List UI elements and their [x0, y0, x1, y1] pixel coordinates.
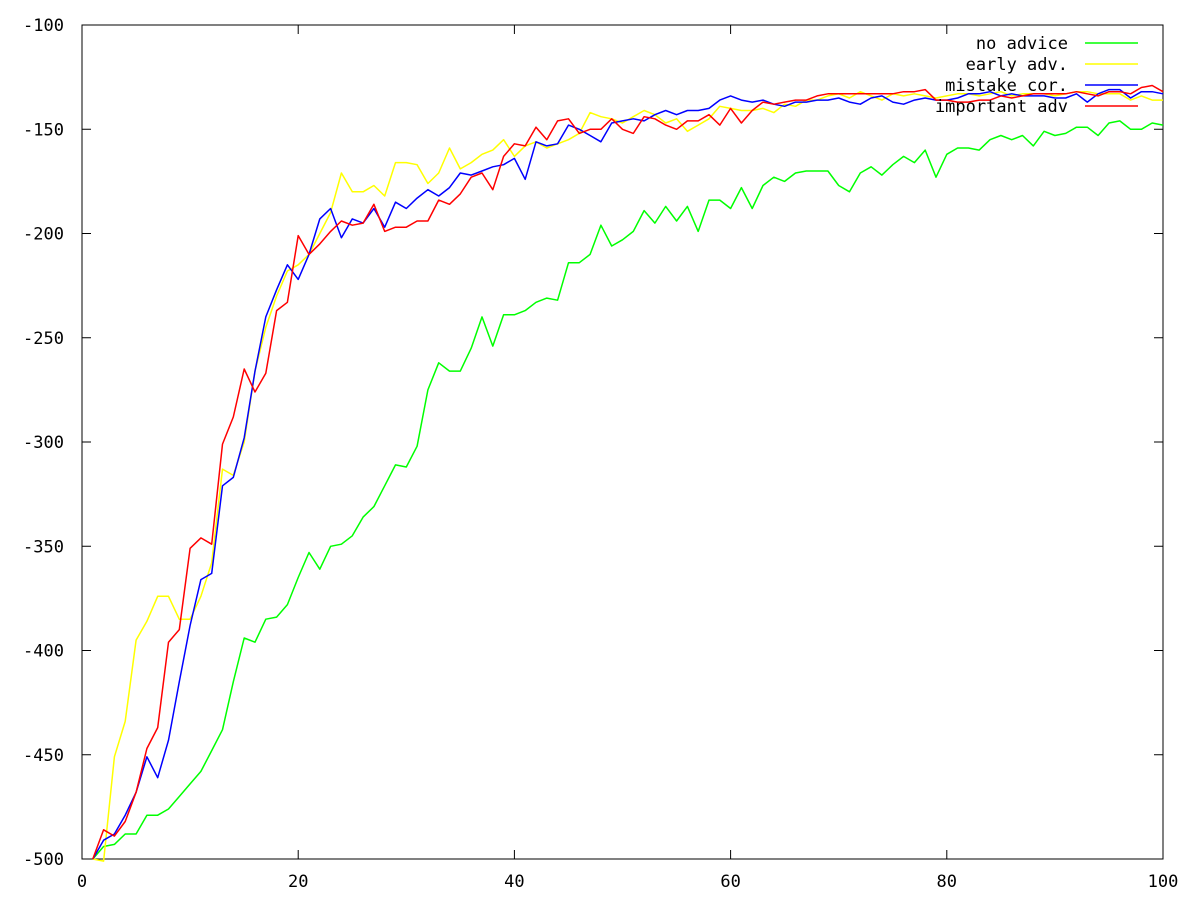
- series-line-no-advice: [92, 120, 1164, 860]
- x-tick-label: 0: [77, 872, 87, 892]
- x-tick-label: 60: [720, 872, 740, 892]
- x-tick-label: 40: [504, 872, 524, 892]
- y-tick-label: -450: [23, 746, 64, 766]
- x-tick-label: 80: [937, 872, 957, 892]
- legend-label-mistake-cor: mistake cor.: [945, 76, 1068, 96]
- y-tick-label: -400: [23, 642, 64, 662]
- x-tick-label: 20: [288, 872, 308, 892]
- y-tick-label: -250: [23, 329, 64, 349]
- series-line-important-adv: [92, 84, 1164, 860]
- series-line-early-adv: [92, 90, 1163, 862]
- y-tick-label: -200: [23, 225, 64, 245]
- legend-label-early-adv: early adv.: [966, 55, 1068, 75]
- legend-label-important-adv: important adv: [935, 97, 1068, 117]
- y-tick-label: -300: [23, 433, 64, 453]
- series-lines: [92, 84, 1164, 862]
- y-tick-label: -350: [23, 537, 64, 557]
- y-axis: -500 -450 -400 -350 -300 -250 -200 -150 -100: [23, 16, 1163, 870]
- x-tick-label: 100: [1148, 872, 1179, 892]
- x-axis: 0 20 40 60 80 100: [77, 25, 1178, 892]
- series-line-mistake-cor: [92, 88, 1164, 860]
- y-tick-label: -500: [23, 850, 64, 870]
- legend-label-no-advice: no advice: [976, 34, 1068, 54]
- y-tick-label: -100: [23, 16, 64, 36]
- y-tick-label: -150: [23, 120, 64, 140]
